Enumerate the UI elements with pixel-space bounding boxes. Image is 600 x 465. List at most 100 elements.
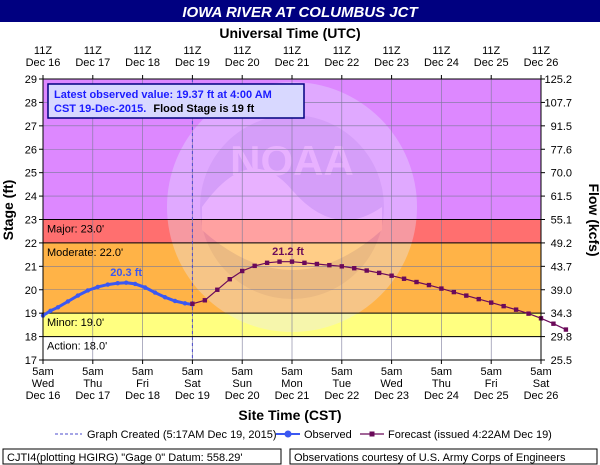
- observed-point: [132, 281, 138, 287]
- observed-point: [172, 298, 178, 304]
- footer-right-box: [289, 448, 598, 465]
- time-tick-label: Tue: [333, 378, 352, 390]
- time-tick-label: Dec 19: [175, 390, 210, 402]
- utc-tick-label: Dec 18: [125, 57, 160, 69]
- flow-tick-label: 49.2: [551, 238, 572, 250]
- utc-tick-label: 11Z: [183, 45, 201, 57]
- flow-axis-title: Flow (kcfs): [586, 183, 600, 256]
- forecast-point: [252, 263, 257, 269]
- flow-tick-label: 39.0: [551, 285, 572, 297]
- utc-tick-label: 11Z: [482, 45, 500, 57]
- legend-graph-created: Graph Created (5:17AM Dec 19, 2015): [87, 429, 277, 441]
- flow-tick-label: 25.5: [551, 355, 572, 367]
- forecast-point: [451, 289, 457, 295]
- stage-tick-label: 17: [25, 355, 37, 367]
- forecast-point: [551, 321, 556, 326]
- stage-tick-label: 23: [25, 215, 37, 227]
- utc-tick-label: 11Z: [432, 45, 450, 57]
- utc-tick-label: Dec 17: [75, 57, 110, 69]
- forecast-point: [376, 270, 382, 276]
- forecast-point: [327, 262, 332, 268]
- time-tick-label: Thu: [432, 378, 451, 390]
- flood-category-lines: Action: 18.0' Minor: 19.0' Moderate: 22.0'…: [43, 219, 541, 353]
- flow-tick-label: 61.5: [551, 191, 572, 203]
- flood-label-moderate: Moderate: 22.0': [47, 247, 123, 259]
- utc-tick-label: Dec 16: [26, 57, 61, 69]
- latest-observation-box: Latest observed value: 19.37 ft at 4:00 …: [47, 83, 305, 119]
- legend: Graph Created (5:17AM Dec 19, 2015) Obse…: [55, 429, 552, 441]
- footer-datum: CJTI4(plotting HGIRG) "Gage 0" Datum: 55…: [7, 452, 243, 464]
- forecast-series-points: [190, 259, 569, 332]
- utc-tick-label: 11Z: [134, 45, 152, 57]
- observed-point: [115, 280, 120, 286]
- stage-tick-label: 25: [25, 168, 37, 180]
- time-tick-label: 5am: [32, 366, 53, 378]
- legend-forecast-marker: [369, 431, 375, 437]
- footer-credit: Observations courtesy of U.S. Army Corps…: [294, 452, 566, 464]
- forecast-point: [240, 268, 245, 274]
- utc-tick-label: Dec 26: [524, 57, 559, 69]
- flow-tick-label: 77.6: [551, 144, 572, 156]
- utc-tick-label: 11Z: [532, 45, 550, 57]
- observed-point: [95, 284, 100, 290]
- observed-point: [105, 282, 110, 287]
- utc-tick-label: Dec 20: [225, 57, 260, 69]
- time-tick-label: 5am: [82, 366, 103, 378]
- time-tick-label: Sun: [232, 378, 252, 390]
- stage-tick-label: 26: [25, 144, 37, 156]
- time-tick-label: Dec 16: [26, 390, 61, 402]
- utc-tick-label: 11Z: [34, 45, 52, 57]
- time-tick-label: Dec 24: [424, 390, 459, 402]
- time-tick-label: 5am: [381, 366, 402, 378]
- info-line-2: CST 19-Dec-2015. Flood Stage is 19 ft: [54, 103, 255, 115]
- forecast-point: [501, 303, 506, 309]
- utc-tick-label: Dec 19: [175, 57, 210, 69]
- utc-tick-label: Dec 22: [324, 57, 359, 69]
- forecast-point: [202, 298, 208, 303]
- flow-tick-label: 125.2: [544, 74, 572, 86]
- observed-point: [152, 290, 158, 295]
- observed-point: [85, 288, 91, 293]
- flow-tick-label: 29.8: [551, 332, 572, 344]
- utc-tick-label: Dec 24: [424, 57, 459, 69]
- time-tick-label: Wed: [32, 378, 54, 390]
- legend-observed: Observed: [304, 429, 352, 441]
- forecast-point: [464, 293, 469, 298]
- flow-tick-label: 91.5: [551, 121, 572, 133]
- forecast-point: [439, 286, 444, 291]
- utc-tick-label: 11Z: [233, 45, 251, 57]
- flood-label-minor: Minor: 19.0': [47, 317, 104, 329]
- utc-tick-label: 11Z: [283, 45, 301, 57]
- observed-point: [182, 301, 188, 306]
- time-tick-label: 5am: [182, 366, 203, 378]
- observed-point: [123, 280, 129, 285]
- time-tick-label: 5am: [331, 366, 352, 378]
- forecast-point: [414, 279, 419, 285]
- forecast-point: [389, 273, 394, 278]
- forecast-point: [489, 300, 494, 305]
- flow-axis-ticks: 25.5 29.8 34.3 39.0 43.7 49.2 55.1 61.5 70.0 77.6…: [541, 74, 572, 367]
- time-tick-label: 5am: [530, 366, 551, 378]
- stage-tick-label: 27: [25, 121, 37, 133]
- time-tick-label: Fri: [485, 378, 498, 390]
- stage-tick-label: 24: [25, 191, 37, 203]
- utc-tick-label: 11Z: [84, 45, 102, 57]
- title-bar: [0, 0, 600, 22]
- top-axis-title: Universal Time (UTC): [219, 25, 360, 41]
- stage-tick-label: 21: [25, 261, 37, 273]
- forecast-point: [264, 260, 270, 266]
- observed-point: [65, 299, 71, 304]
- utc-tick-label: 11Z: [333, 45, 351, 57]
- time-tick-label: Dec 21: [275, 390, 310, 402]
- forecast-point: [401, 276, 407, 281]
- time-tick-label: Fri: [136, 378, 149, 390]
- observed-point: [55, 305, 61, 310]
- observed-point: [75, 293, 81, 298]
- stage-tick-label: 20: [25, 285, 37, 297]
- utc-tick-label: Dec 21: [275, 57, 310, 69]
- time-tick-label: Dec 22: [324, 390, 359, 402]
- flow-tick-label: 107.7: [544, 97, 572, 109]
- flood-label-action: Action: 18.0': [47, 341, 107, 353]
